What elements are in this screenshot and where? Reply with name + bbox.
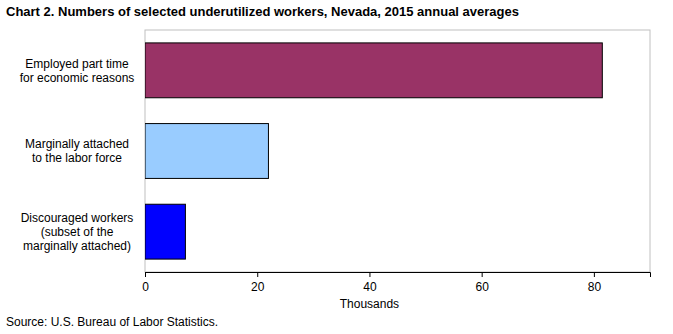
tick-label: 40: [363, 280, 377, 294]
category-label-line: Discouraged workers: [21, 211, 134, 225]
tick-mark: [594, 272, 595, 277]
source-note: Source: U.S. Bureau of Labor Statistics.: [6, 315, 218, 329]
tick-mark: [257, 272, 258, 277]
bar: [145, 43, 602, 98]
category-label-line: marginally attached): [23, 239, 131, 253]
tick-label: 60: [475, 280, 489, 294]
axis-line: [146, 273, 651, 278]
chart: Chart 2. Numbers of selected underutiliz…: [0, 0, 673, 334]
tick: 20: [251, 272, 265, 294]
tick-label: 0: [142, 280, 149, 294]
category-label-line: for economic reasons: [20, 71, 135, 85]
plot-frame: [145, 30, 650, 272]
category-label: Marginally attachedto the labor force: [25, 137, 129, 165]
x-axis-title: Thousands: [340, 297, 399, 311]
tick-mark: [482, 272, 483, 277]
category-label-line: (subset of the: [41, 225, 114, 239]
tick: 80: [588, 272, 602, 294]
category-label: Discouraged workers(subset of themargina…: [21, 211, 134, 253]
tick: 60: [475, 272, 489, 294]
bars: [145, 43, 602, 259]
bar: [145, 124, 268, 179]
tick-label: 80: [588, 280, 602, 294]
category-label: Employed part timefor economic reasons: [20, 57, 135, 85]
category-label-line: Employed part time: [25, 57, 129, 71]
tick-label: 20: [251, 280, 265, 294]
category-label-line: to the labor force: [32, 151, 122, 165]
x-axis: 0 20 40 60 80: [142, 272, 650, 294]
category-label-line: Marginally attached: [25, 137, 129, 151]
tick-mark: [145, 272, 146, 277]
tick: 0: [142, 272, 149, 294]
bar: [145, 204, 185, 259]
tick: 40: [363, 272, 377, 294]
title: Chart 2. Numbers of selected underutiliz…: [6, 4, 519, 19]
tick-mark: [369, 272, 370, 277]
plot: 0 20 40 60 80 Employed part timefor economic …: [20, 30, 651, 294]
